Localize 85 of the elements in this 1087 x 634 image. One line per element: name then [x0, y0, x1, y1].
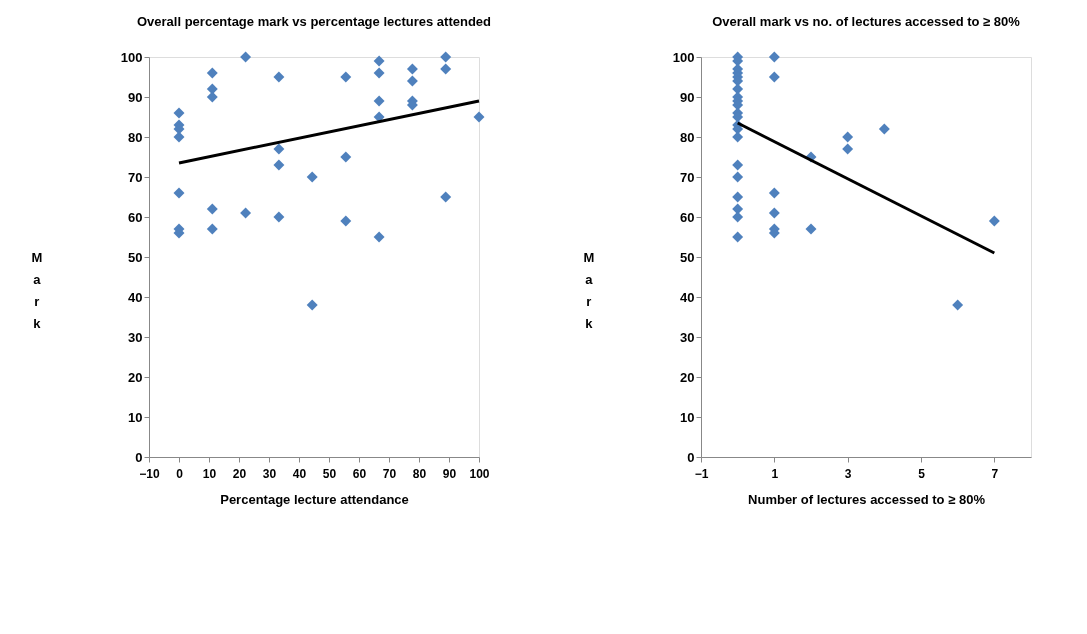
x-tick-label: 1: [771, 466, 779, 481]
y-tick-label: 30: [128, 329, 143, 345]
point: [340, 71, 352, 83]
y-tick-label: 0: [687, 449, 695, 465]
y-tick-label: 90: [680, 89, 695, 105]
y-tick-label: 70: [680, 169, 695, 185]
point: [373, 55, 385, 67]
y-axis-title: Mark: [583, 249, 595, 331]
point: [732, 231, 744, 243]
x-tick-label: −10: [139, 466, 160, 481]
y-tick-label: 70: [128, 169, 143, 185]
point: [306, 171, 318, 183]
point: [440, 191, 452, 203]
x-tick-label: 10: [202, 466, 217, 481]
y-tick-label: 60: [680, 209, 695, 225]
x-tick-label: 100: [469, 466, 490, 481]
y-tick-label: 10: [128, 409, 143, 425]
x-axis-title: Percentage lecture attendance: [220, 491, 409, 507]
x-tick-label: 70: [382, 466, 397, 481]
x-tick-label: 7: [991, 466, 999, 481]
point: [173, 187, 185, 199]
x-tick-label: 90: [442, 466, 457, 481]
point: [842, 143, 854, 155]
chart-title: Overall mark vs no. of lectures accessed to ≥ 80%: [712, 14, 1021, 29]
x-tick-label: 40: [292, 466, 307, 481]
point: [240, 207, 252, 219]
point: [842, 131, 854, 143]
point: [206, 223, 218, 235]
point: [988, 215, 1000, 227]
point: [373, 231, 385, 243]
y-tick-label: 100: [120, 49, 143, 65]
y-tick-label: 10: [680, 409, 695, 425]
y-tick-label: 40: [128, 289, 143, 305]
point: [732, 191, 744, 203]
point: [768, 51, 780, 63]
point: [273, 71, 285, 83]
x-tick-label: 80: [412, 466, 427, 481]
x-tick-label: 3: [844, 466, 852, 481]
y-tick-label: 80: [680, 129, 695, 145]
chart-title: Overall percentage mark vs percentage lectures attended: [136, 14, 492, 29]
y-tick-label: 30: [680, 329, 695, 345]
point: [273, 143, 285, 155]
point: [173, 107, 185, 119]
point: [440, 51, 452, 63]
y-tick-label: 50: [680, 249, 695, 265]
y-tick-label: 80: [128, 129, 143, 145]
x-tick-label: 5: [918, 466, 926, 481]
point: [340, 215, 352, 227]
point: [340, 151, 352, 163]
point: [952, 299, 964, 311]
x-tick-label: 20: [232, 466, 247, 481]
point: [206, 203, 218, 215]
point: [206, 67, 218, 79]
point: [473, 111, 485, 123]
x-tick-label: 60: [352, 466, 367, 481]
y-tick-label: 60: [128, 209, 143, 225]
point: [373, 67, 385, 79]
y-tick-label: 20: [680, 369, 695, 385]
x-tick-label: −1: [694, 466, 709, 481]
point: [878, 123, 890, 135]
x-axis-title: Number of lectures accessed to ≥ 80%: [748, 491, 986, 507]
point: [732, 171, 744, 183]
point: [805, 223, 817, 235]
point: [768, 207, 780, 219]
point: [406, 75, 418, 87]
point: [440, 63, 452, 75]
point: [240, 51, 252, 63]
y-tick-label: 0: [135, 449, 143, 465]
x-tick-label: 50: [322, 466, 337, 481]
y-tick-label: 90: [128, 89, 143, 105]
x-tick-label: 30: [262, 466, 277, 481]
y-tick-label: 20: [128, 369, 143, 385]
point: [732, 159, 744, 171]
point: [406, 63, 418, 75]
y-axis-title: Mark: [31, 249, 43, 331]
point: [768, 187, 780, 199]
y-tick-label: 40: [680, 289, 695, 305]
point: [373, 95, 385, 107]
y-tick-label: 100: [672, 49, 695, 65]
point: [273, 211, 285, 223]
y-tick-label: 50: [128, 249, 143, 265]
point: [273, 159, 285, 171]
point: [306, 299, 318, 311]
point: [768, 71, 780, 83]
x-tick-label: 0: [176, 466, 184, 481]
